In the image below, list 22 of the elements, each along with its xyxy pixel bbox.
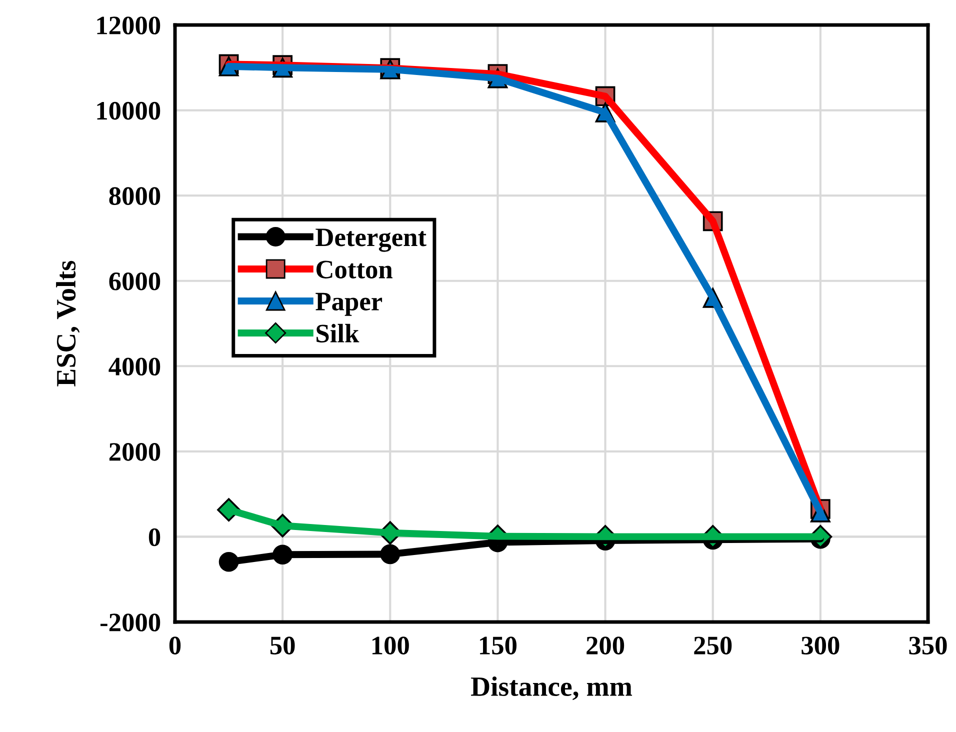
x-tick-label: 300 — [802, 636, 840, 654]
y-axis-title: ESC, Volts — [56, 260, 80, 386]
legend-label: Detergent — [316, 228, 426, 252]
x-tick-label: 350 — [909, 636, 947, 654]
y-tick-label: 2000 — [109, 443, 160, 461]
y-tick-label: 10000 — [97, 102, 160, 120]
x-tick-label: 200 — [586, 636, 624, 654]
legend-label: Silk — [316, 324, 360, 342]
y-tick-label: 0 — [148, 528, 160, 546]
y-tick-label: 8000 — [109, 187, 160, 205]
x-axis-title: Distance, mm — [470, 676, 632, 700]
x-tick-label: 0 — [169, 636, 181, 654]
x-tick-label: 100 — [372, 636, 409, 654]
y-tick-label: -2000 — [100, 614, 160, 632]
legend-label: Paper — [316, 292, 382, 316]
x-tick-label: 50 — [270, 636, 295, 654]
y-tick-label: 6000 — [109, 272, 160, 290]
y-tick-label: 4000 — [108, 358, 160, 376]
x-tick-label: 250 — [694, 636, 732, 654]
legend-label: Cotton — [316, 260, 392, 278]
y-tick-label: 12000 — [97, 16, 160, 34]
x-tick-label: 150 — [480, 636, 516, 654]
